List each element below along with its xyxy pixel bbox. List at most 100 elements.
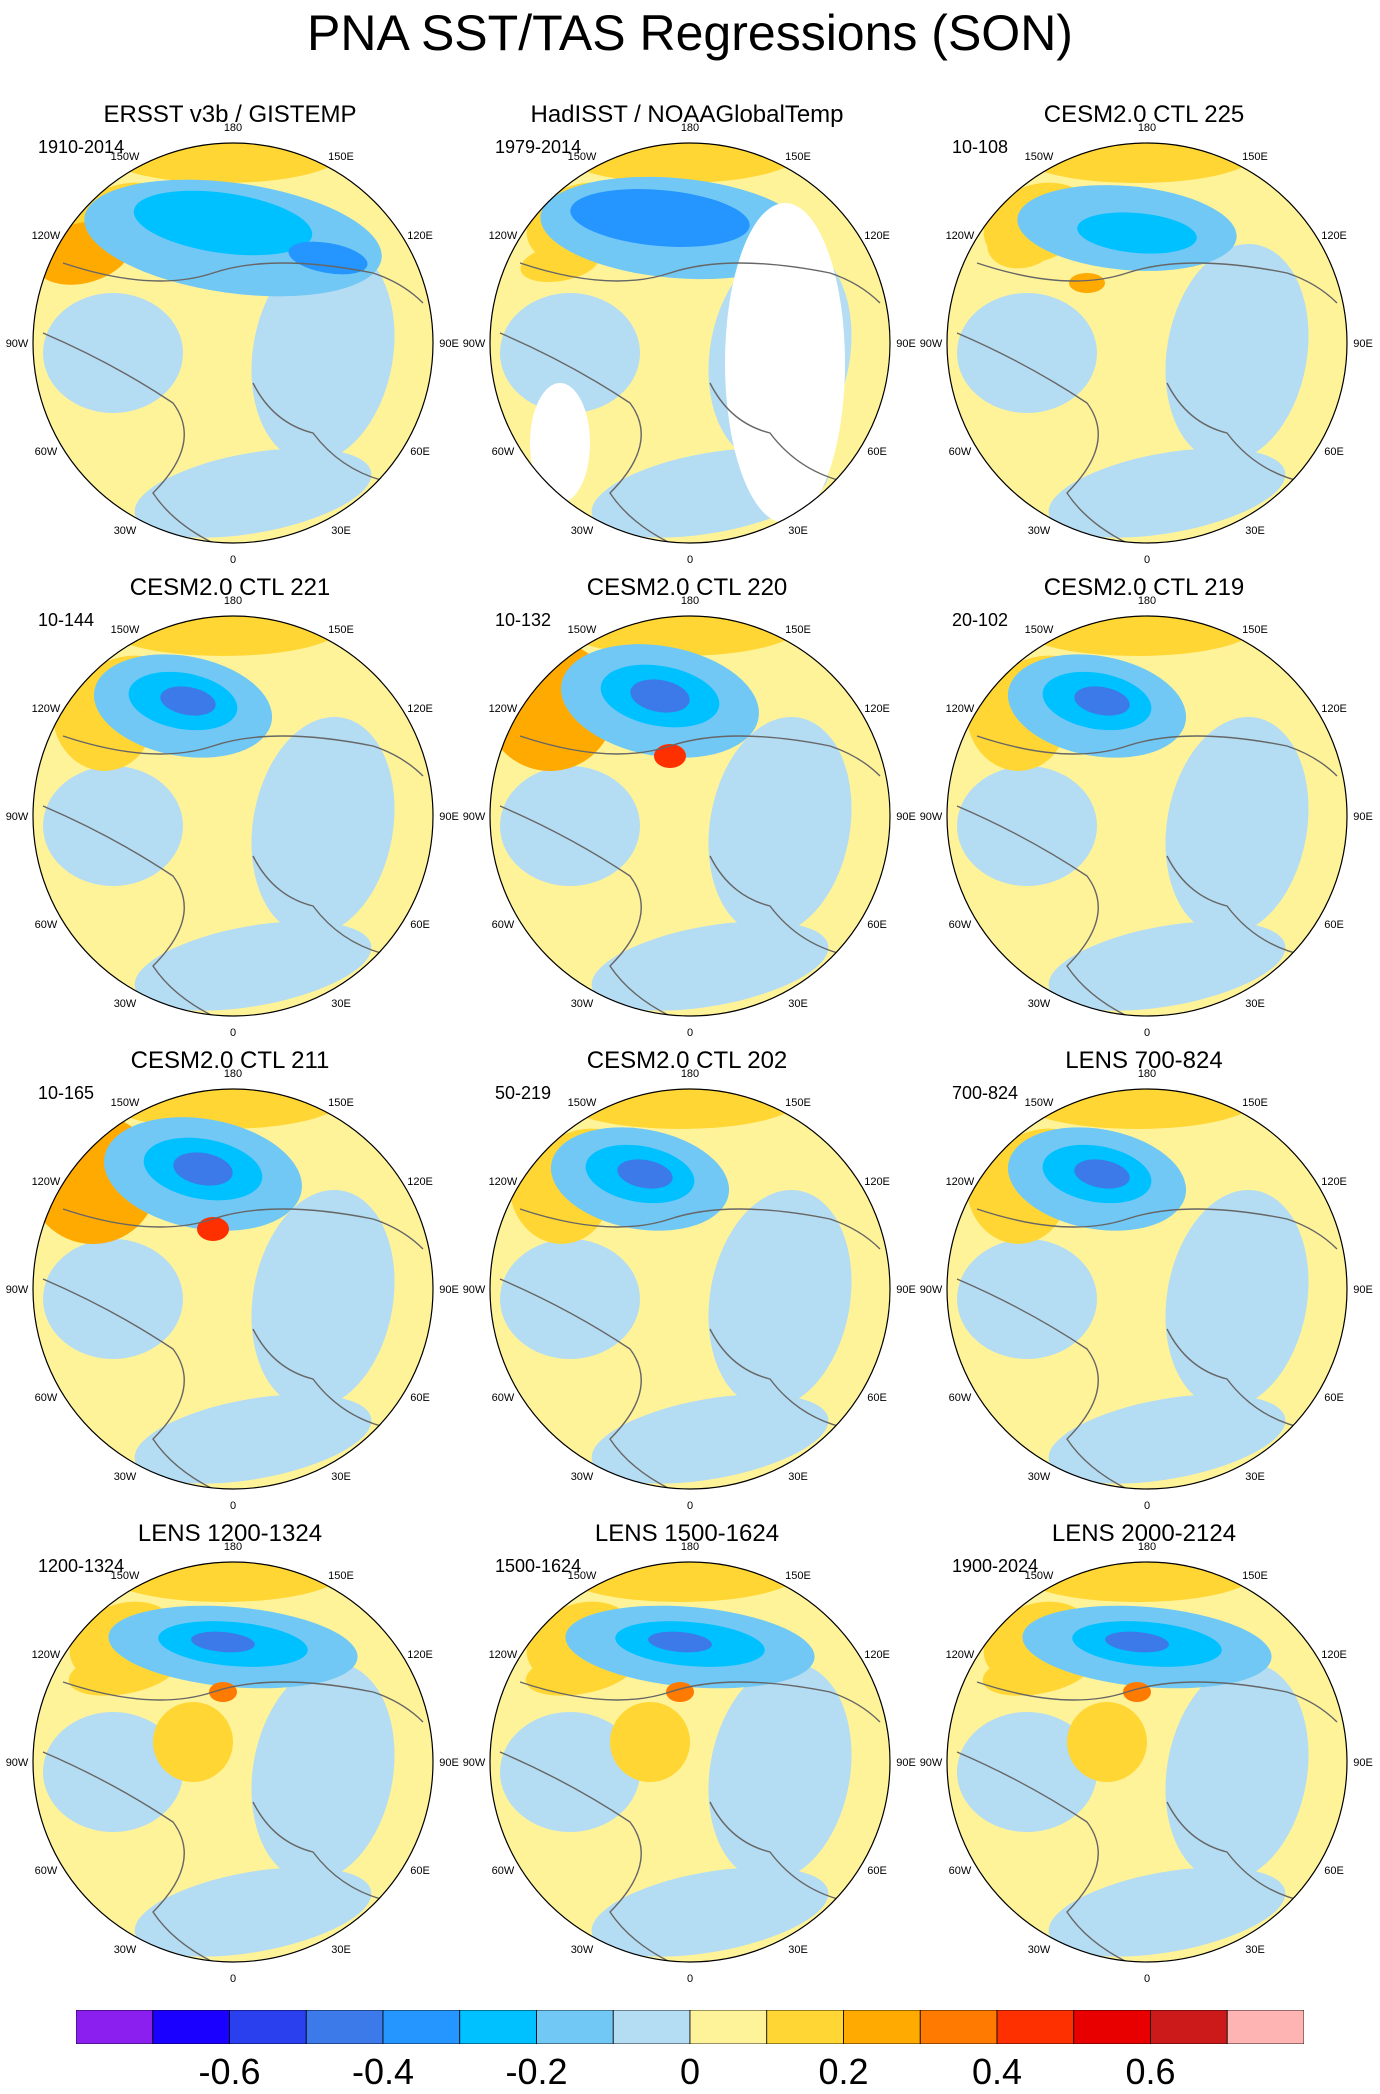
lon-label: 0 xyxy=(1144,1027,1150,1039)
panel-title: CESM2.0 CTL 219 xyxy=(1043,574,1245,601)
lon-label: 60E xyxy=(410,919,430,931)
atlantic-cool-band xyxy=(134,921,372,1011)
coastline xyxy=(956,1751,1128,1962)
pacific-warm-arc-north xyxy=(103,1562,343,1602)
panel-title: CESM2.0 CTL 202 xyxy=(586,1047,788,1074)
lon-label: 90E xyxy=(439,1757,459,1769)
map-panel: 180 150E 120E 90E 60E 30E 0 30W 60W 90W 120W 150W CE… xyxy=(914,100,1374,574)
field-layer xyxy=(490,143,890,543)
coastline xyxy=(62,1681,424,1723)
coastline xyxy=(709,1801,851,1903)
panel-years: 1200-1324 xyxy=(38,1556,125,1576)
bering-hot xyxy=(654,744,686,768)
lon-label: 30E xyxy=(1245,1944,1265,1956)
field-layer xyxy=(33,1562,433,1962)
lon-label: 90E xyxy=(896,1284,916,1296)
na-cool-patch xyxy=(500,1239,640,1359)
lon-label: 60W xyxy=(949,1865,972,1877)
lon-label: 0 xyxy=(230,1973,236,1985)
pacific-warm-arc-north xyxy=(560,1089,800,1129)
colorbar-swatch xyxy=(76,2010,154,2044)
panel-title: LENS 700-824 xyxy=(1065,1047,1223,1074)
pacific-cold-core xyxy=(1077,212,1197,254)
lon-label: 60E xyxy=(410,446,430,458)
field-layer xyxy=(947,1562,1347,1962)
coastline xyxy=(1166,1328,1308,1430)
data-gap-east xyxy=(725,203,845,523)
lon-label: 30E xyxy=(1245,525,1265,537)
polar-map: 180 150E 120E 90E 60E 30E 0 30W 60W 90W 120W 150W xyxy=(920,595,1373,1039)
colorbar-swatch xyxy=(612,2010,691,2044)
colorbar-swatch xyxy=(689,2010,768,2044)
map-border xyxy=(489,1561,891,1963)
coastline xyxy=(42,805,214,1016)
map-border xyxy=(489,142,891,544)
lon-label: 150E xyxy=(785,1097,811,1109)
lon-label: 30W xyxy=(1028,525,1051,537)
na-cool-patch xyxy=(500,766,640,886)
lon-label: 0 xyxy=(1144,1500,1150,1512)
panel-title: ERSST v3b / GISTEMP xyxy=(103,101,357,128)
colorbar-swatch xyxy=(152,2010,230,2044)
lon-label: 90W xyxy=(6,1284,29,1296)
na-cool-patch xyxy=(957,293,1097,413)
lon-label: 150E xyxy=(328,624,354,636)
panel-title: CESM2.0 CTL 220 xyxy=(586,574,788,601)
atlantic-cool-band xyxy=(134,1867,372,1957)
lon-label: 120W xyxy=(32,1649,61,1661)
colorbar-swatch xyxy=(1150,2010,1228,2044)
polar-map: 180 150E 120E 90E 60E 30E 0 30W 60W 90W 120W 150W xyxy=(463,122,916,566)
lon-label: 150W xyxy=(111,151,140,163)
panel-years: 20-102 xyxy=(952,610,1009,630)
lon-label: 120E xyxy=(407,230,433,242)
pacific-warm-arc-north xyxy=(560,616,800,656)
coastline xyxy=(42,1278,214,1489)
panel-title: LENS 1200-1324 xyxy=(137,1520,323,1547)
lon-label: 60W xyxy=(949,1392,972,1404)
polar-map: 180 150E 120E 90E 60E 30E 0 30W 60W 90W 120W 150W xyxy=(463,1541,916,1985)
pacific-cold-east xyxy=(288,241,368,275)
lon-label: 150E xyxy=(785,624,811,636)
lon-label: 0 xyxy=(1144,1973,1150,1985)
pacific-cold-core xyxy=(133,190,313,256)
map-border xyxy=(946,142,1348,544)
lon-label: 90W xyxy=(920,811,943,823)
lon-label: 90W xyxy=(6,338,29,350)
atlantic-cool-band xyxy=(1048,921,1286,1011)
lon-label: 60W xyxy=(35,919,58,931)
lon-label: 120E xyxy=(864,230,890,242)
lon-label: 30W xyxy=(1028,1944,1051,1956)
coastline xyxy=(519,735,881,777)
pacific-warm-arc-north xyxy=(103,616,343,656)
lon-label: 60W xyxy=(35,1865,58,1877)
lon-label: 120E xyxy=(1321,703,1347,715)
polar-map: 180 150E 120E 90E 60E 30E 0 30W 60W 90W 120W 150W xyxy=(6,595,459,1039)
pacific-warm-arc-north xyxy=(560,143,800,183)
arctic-warm xyxy=(153,1702,233,1782)
lon-label: 120W xyxy=(32,1176,61,1188)
eurasia-cool-patch xyxy=(1165,1189,1309,1409)
lon-label: 120W xyxy=(489,1649,518,1661)
lon-label: 150E xyxy=(328,1097,354,1109)
atlantic-cool-band xyxy=(134,1394,372,1484)
lon-label: 60E xyxy=(410,1865,430,1877)
lon-label: 30E xyxy=(1245,998,1265,1010)
coastline xyxy=(956,1278,1128,1489)
coastline xyxy=(62,1208,424,1250)
polar-map: 180 150E 120E 90E 60E 30E 0 30W 60W 90W 120W 150W xyxy=(463,1068,916,1512)
coastline xyxy=(519,262,881,304)
lon-label: 120E xyxy=(407,703,433,715)
lon-label: 90E xyxy=(1353,1284,1373,1296)
lon-label: 0 xyxy=(230,1027,236,1039)
eurasia-cool-patch xyxy=(708,1662,852,1882)
coastline xyxy=(1166,382,1308,484)
lon-label: 120E xyxy=(864,1176,890,1188)
map-border xyxy=(946,1088,1348,1490)
panel-years: 700-824 xyxy=(952,1083,1019,1103)
lon-label: 180 xyxy=(1138,1541,1156,1553)
pacific-cold-center xyxy=(1074,686,1130,716)
lon-label: 150W xyxy=(1025,1570,1054,1582)
lon-label: 150W xyxy=(111,624,140,636)
panel-title: CESM2.0 CTL 221 xyxy=(129,574,331,601)
bering-hot xyxy=(197,1217,229,1241)
